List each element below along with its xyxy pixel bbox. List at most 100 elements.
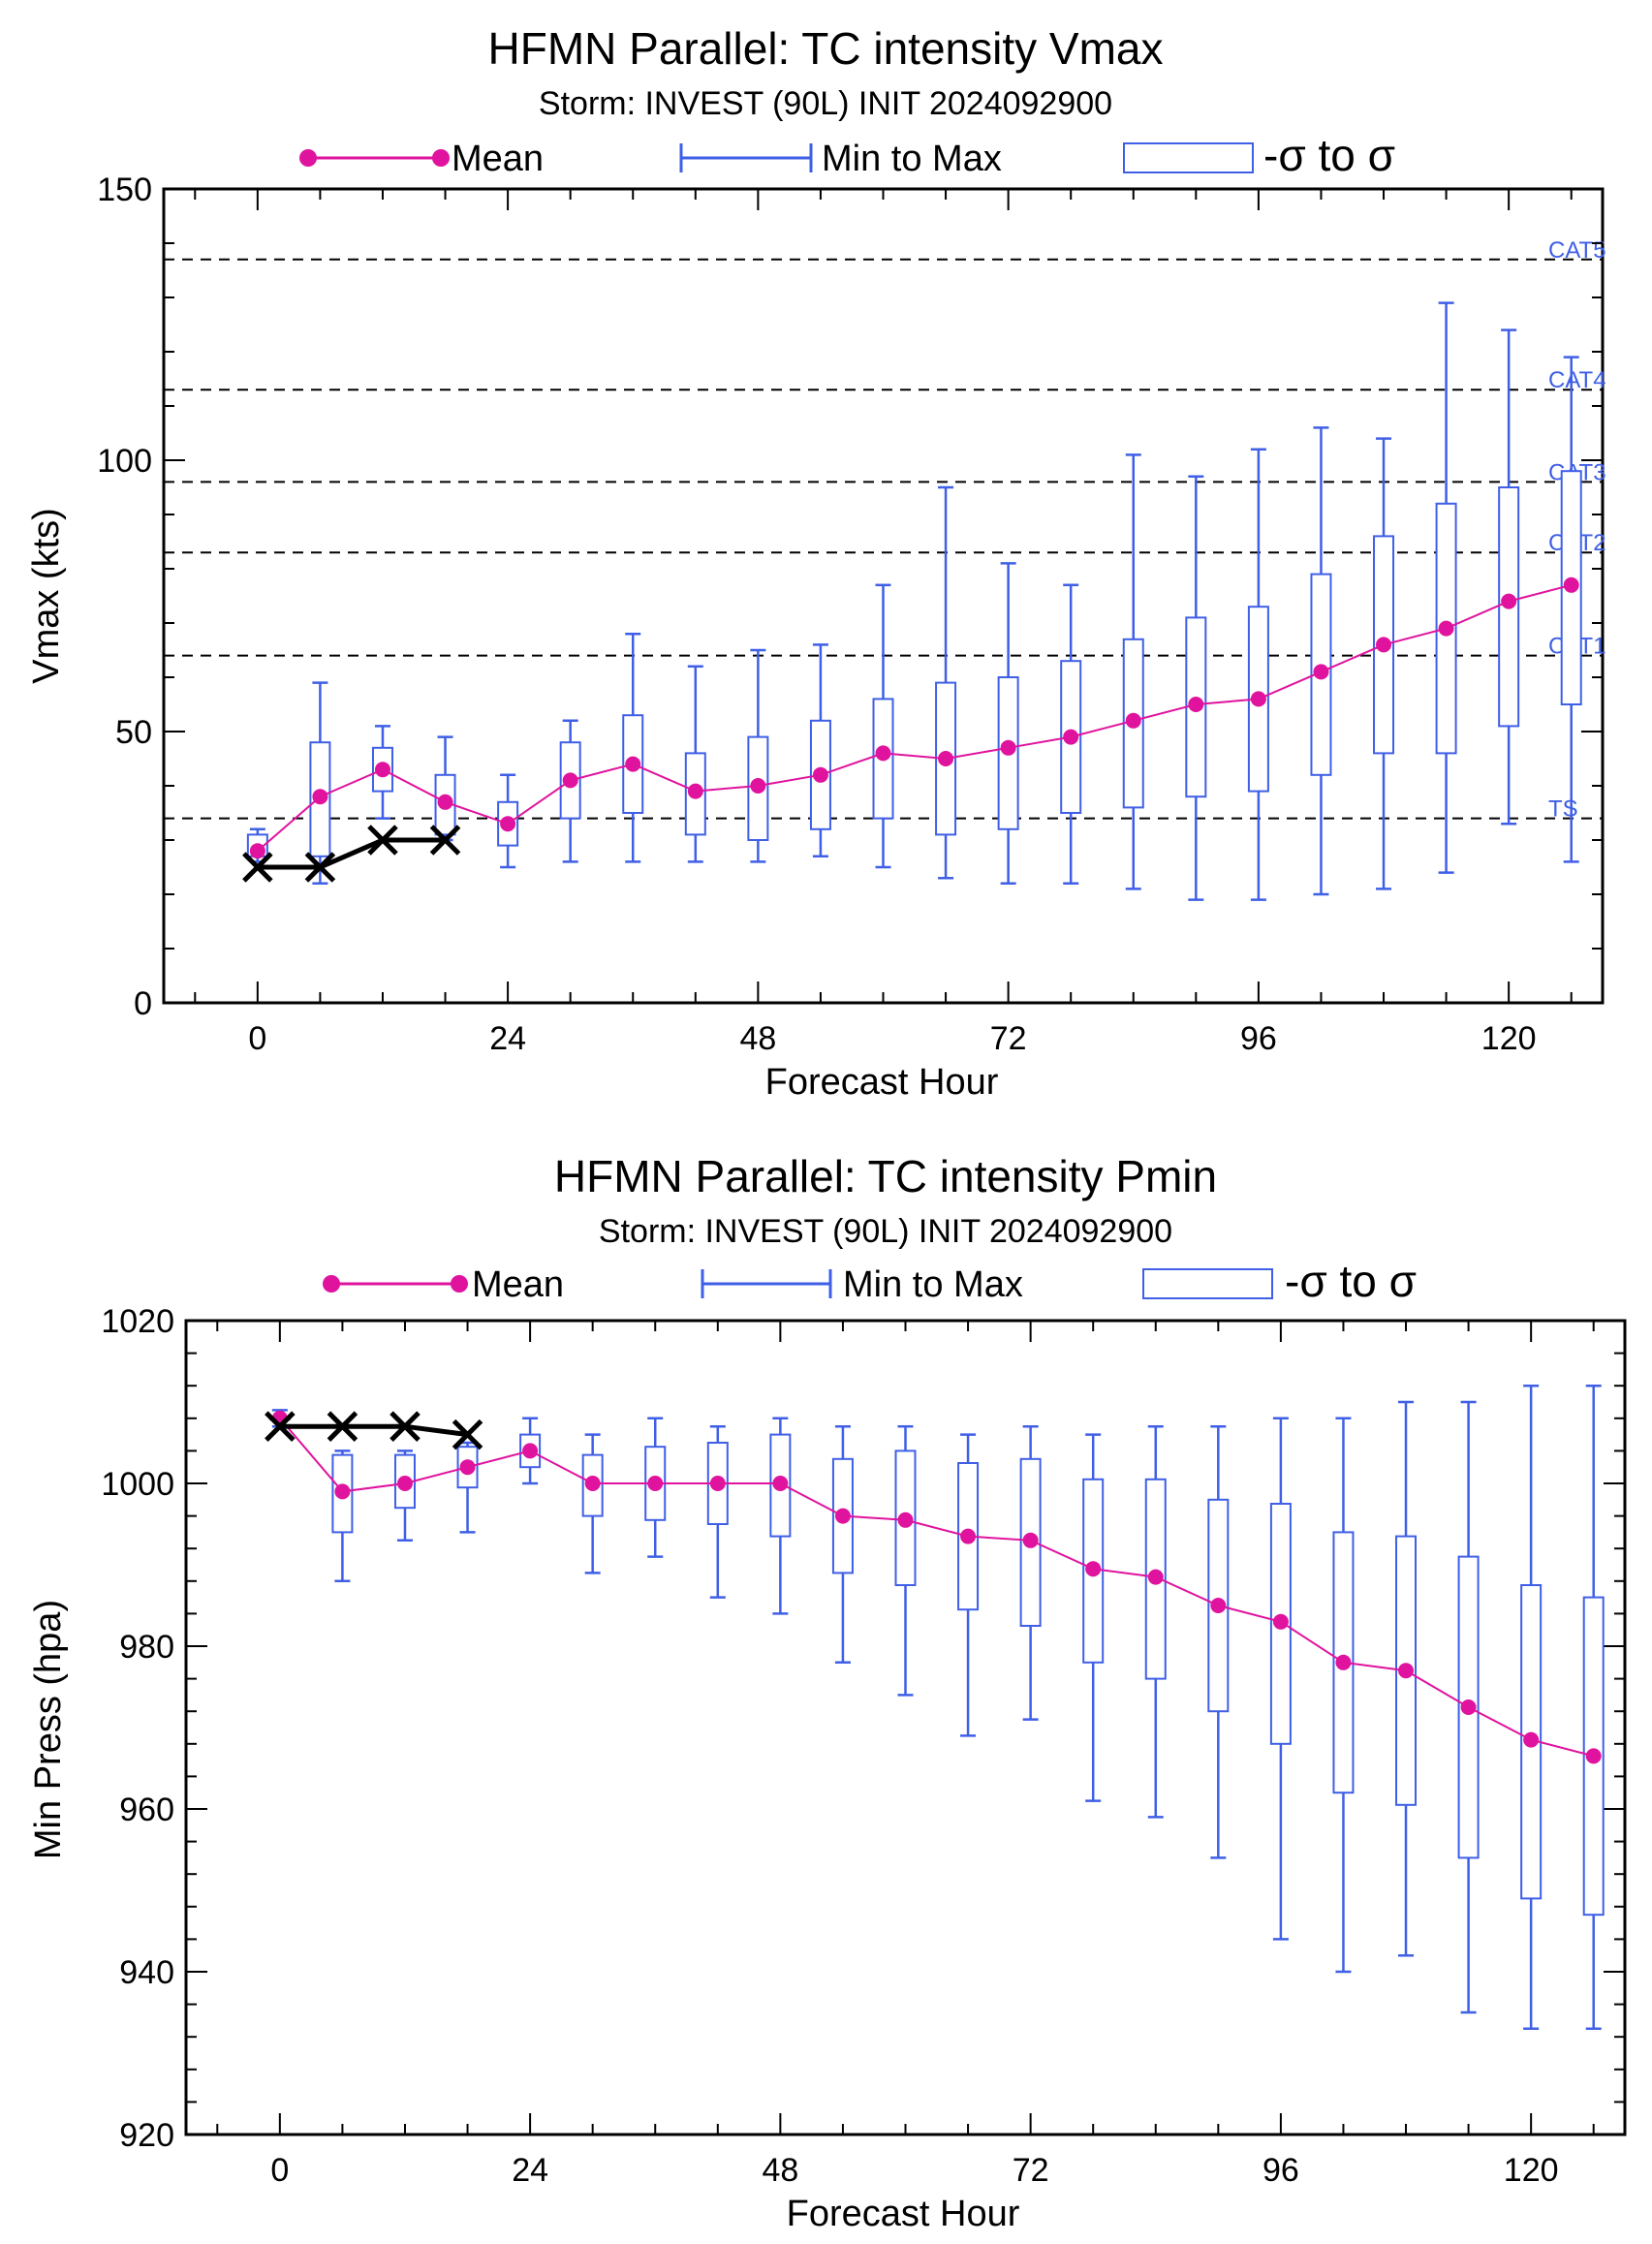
legend-sigma-box: [1142, 1268, 1273, 1299]
y-tick-label: 100: [97, 443, 152, 480]
mean-point: [1000, 739, 1016, 756]
mean-line: [279, 1418, 1594, 1758]
mean-point: [500, 816, 516, 832]
pmin-y-label: Min Press (hpa): [28, 1600, 69, 1859]
mean-point: [812, 766, 828, 783]
pmin-y-axis: 920 940 960 980 1000 1020: [101, 1303, 1625, 2154]
mean-point: [1022, 1532, 1039, 1548]
vmax-legend: Mean Min to Max -σ to σ: [299, 130, 1395, 180]
x-tick-label: 0: [248, 1020, 266, 1057]
mean-point: [938, 751, 954, 766]
mean-point: [709, 1476, 726, 1491]
mean-point: [1085, 1561, 1102, 1577]
observed-marker: [304, 852, 336, 883]
y-tick-label: 960: [119, 1792, 174, 1828]
mean-point: [625, 756, 641, 772]
observed-marker: [390, 1411, 421, 1442]
vmax-x-axis: 0 24 48 72 96 120: [194, 189, 1573, 1057]
observed-marker: [327, 1411, 358, 1442]
mean-point: [1313, 664, 1329, 680]
observed-marker: [265, 1411, 296, 1442]
legend-mean-marker-start: [299, 149, 317, 167]
mean-point: [1272, 1613, 1289, 1630]
x-tick-label: 96: [1240, 1020, 1277, 1057]
legend-sigma-label: -σ to σ: [1263, 130, 1395, 180]
x-tick-label: 120: [1481, 1020, 1537, 1057]
mean-point: [772, 1476, 789, 1491]
legend-mean-marker-end: [432, 149, 450, 167]
mean-point: [312, 789, 328, 805]
mean-point: [249, 843, 265, 859]
x-tick-label: 24: [512, 2152, 548, 2189]
legend-mean-marker-end: [451, 1275, 468, 1293]
reference-label-cat4: CAT4: [1548, 367, 1606, 393]
vmax-series: [242, 301, 1582, 901]
pmin-panel: HFMN Parallel: TC intensity Pmin Storm: …: [28, 1151, 1627, 2234]
mean-point: [1523, 1731, 1540, 1748]
observed-marker: [452, 1418, 483, 1450]
mean-point: [1147, 1569, 1164, 1585]
mean-point: [897, 1512, 914, 1528]
mean-point: [1585, 1748, 1602, 1764]
legend-mean-label: Mean: [472, 1264, 564, 1305]
mean-point: [334, 1483, 351, 1500]
observed-marker: [242, 852, 273, 883]
vmax-x-label: Forecast Hour: [765, 1062, 999, 1103]
mean-line: [257, 583, 1572, 852]
mean-point: [1125, 712, 1141, 729]
legend-mean-label: Mean: [452, 139, 544, 179]
vmax-subtitle: Storm: INVEST (90L) INIT 2024092900: [539, 85, 1112, 122]
pmin-subtitle: Storm: INVEST (90L) INIT 2024092900: [599, 1213, 1172, 1250]
x-tick-label: 120: [1504, 2152, 1559, 2189]
mean-point: [437, 794, 453, 810]
pmin-x-axis: 0 24 48 72 96 120: [216, 1321, 1595, 2189]
legend-sigma-label: -σ to σ: [1285, 1256, 1417, 1306]
mean-point: [1210, 1598, 1227, 1613]
pmin-legend: Mean Min to Max -σ to σ: [323, 1256, 1417, 1306]
mean-point: [750, 778, 766, 794]
observed-marker: [429, 825, 461, 856]
mean-point: [1398, 1663, 1415, 1679]
mean-point: [834, 1508, 851, 1524]
vmax-y-label: Vmax (kts): [26, 508, 67, 684]
pmin-x-label: Forecast Hour: [787, 2194, 1020, 2234]
reference-label-cat5: CAT5: [1548, 237, 1606, 264]
mean-point: [875, 745, 891, 762]
x-tick-label: 72: [990, 1020, 1027, 1057]
x-tick-label: 72: [1013, 2152, 1049, 2189]
mean-point: [1188, 697, 1204, 712]
mean-point: [687, 783, 703, 799]
mean-point: [1438, 620, 1454, 637]
vmax-reference-lines: TSCAT1CAT2CAT3CAT4CAT5: [164, 237, 1606, 823]
mean-point: [960, 1528, 977, 1544]
mean-point: [1563, 577, 1579, 593]
x-tick-label: 0: [270, 2152, 289, 2189]
y-tick-label: 980: [119, 1629, 174, 1666]
mean-point: [1063, 729, 1079, 745]
mean-point: [459, 1459, 476, 1476]
mean-point: [1335, 1654, 1352, 1670]
mean-point: [374, 762, 390, 778]
mean-point: [1376, 637, 1392, 653]
mean-point: [1501, 593, 1517, 609]
x-tick-label: 24: [489, 1020, 526, 1057]
x-tick-label: 48: [739, 1020, 776, 1057]
y-tick-label: 0: [134, 985, 152, 1022]
observed-line: [279, 1423, 468, 1438]
vmax-panel: HFMN Parallel: TC intensity Vmax Storm: …: [26, 23, 1606, 1103]
vmax-y-axis: 0 50 100 150: [97, 171, 1603, 1022]
observed-line: [257, 837, 446, 870]
legend-range-label: Min to Max: [822, 139, 1002, 179]
mean-point: [1250, 691, 1266, 707]
legend-sigma-box: [1123, 142, 1254, 173]
y-tick-label: 940: [119, 1954, 174, 1991]
reference-label-ts: TS: [1548, 796, 1578, 823]
pmin-series: [265, 1384, 1605, 2031]
x-tick-label: 48: [762, 2152, 798, 2189]
y-tick-label: 920: [119, 2117, 174, 2154]
vmax-title: HFMN Parallel: TC intensity Vmax: [488, 23, 1164, 74]
y-tick-label: 1000: [101, 1466, 174, 1503]
mean-point: [584, 1476, 601, 1491]
mean-point: [647, 1476, 664, 1491]
